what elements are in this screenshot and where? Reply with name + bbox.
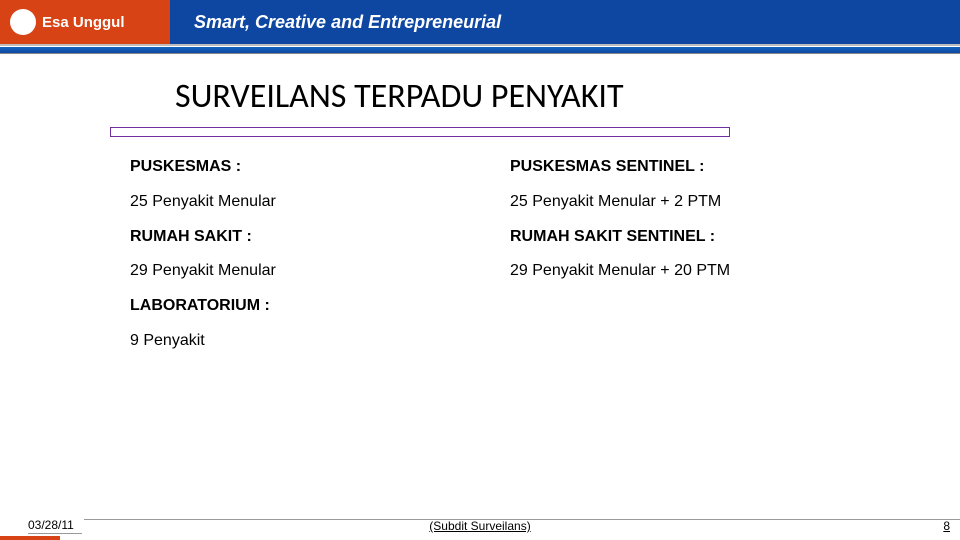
logo-area: Esa Unggul <box>0 0 170 44</box>
cell-right <box>510 331 890 352</box>
cell-left: 25 Penyakit Menular <box>130 192 510 213</box>
cell-right: 25 Penyakit Menular + 2 PTM <box>510 192 890 213</box>
logo-icon <box>10 9 36 35</box>
cell-right: PUSKESMAS SENTINEL : <box>510 157 890 178</box>
cell-left: LABORATORIUM : <box>130 296 510 317</box>
title-underline <box>110 127 730 137</box>
tagline: Smart, Creative and Entrepreneurial <box>170 0 960 44</box>
page-title: SURVEILANS TERPADU PENYAKIT <box>175 76 960 117</box>
table-row: 29 Penyakit Menular 29 Penyakit Menular … <box>130 261 890 282</box>
table-row: PUSKESMAS : PUSKESMAS SENTINEL : <box>130 157 890 178</box>
table-row: 9 Penyakit <box>130 331 890 352</box>
header: Esa Unggul Smart, Creative and Entrepren… <box>0 0 960 44</box>
footer-page: 8 <box>943 519 950 533</box>
cell-right: RUMAH SAKIT SENTINEL : <box>510 227 890 248</box>
footer-date: 03/28/11 <box>28 518 82 534</box>
table-row: RUMAH SAKIT : RUMAH SAKIT SENTINEL : <box>130 227 890 248</box>
table-row: 25 Penyakit Menular 25 Penyakit Menular … <box>130 192 890 213</box>
cell-left: PUSKESMAS : <box>130 157 510 178</box>
content-table: PUSKESMAS : PUSKESMAS SENTINEL : 25 Peny… <box>130 157 890 352</box>
footer: 03/28/11 (Subdit Surveilans) 8 <box>0 518 960 534</box>
cell-left: 9 Penyakit <box>130 331 510 352</box>
cell-left: RUMAH SAKIT : <box>130 227 510 248</box>
blue-line <box>0 46 960 54</box>
table-row: LABORATORIUM : <box>130 296 890 317</box>
brand-name: Esa Unggul <box>42 14 125 31</box>
footer-source: (Subdit Surveilans) <box>429 519 530 533</box>
cell-right <box>510 296 890 317</box>
bottom-accent <box>0 536 60 540</box>
cell-left: 29 Penyakit Menular <box>130 261 510 282</box>
cell-right: 29 Penyakit Menular + 20 PTM <box>510 261 890 282</box>
